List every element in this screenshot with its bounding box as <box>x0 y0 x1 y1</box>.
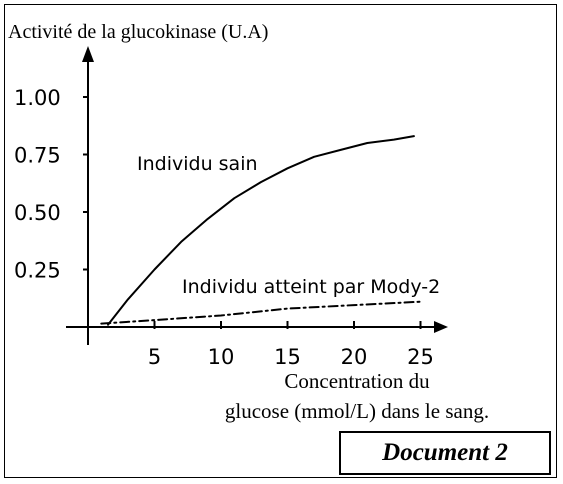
x-tick-label: 5 <box>148 345 161 369</box>
series-line-2 <box>100 300 422 325</box>
series-label-2: Individu atteint par Mody-2 <box>182 276 440 298</box>
series-label-1: Individu sain <box>137 153 258 175</box>
y-tick-label: 0.75 <box>14 144 61 168</box>
x-tick-label: 20 <box>341 345 368 369</box>
x-tick-label: 15 <box>274 345 301 369</box>
x-axis-title-line-2: glucose (mmol/L) dans le sang. <box>225 399 489 423</box>
x-axis-title-line-1: Concentration du <box>284 369 430 393</box>
y-tick-label: 0.50 <box>14 201 61 225</box>
y-tick-label: 1.00 <box>14 86 61 110</box>
y-tick-label: 0.25 <box>14 259 61 283</box>
x-tick-label: 25 <box>407 345 434 369</box>
x-tick-label: 10 <box>208 345 235 369</box>
series-line-1 <box>107 135 415 326</box>
y-axis-arrow <box>82 46 94 62</box>
y-axis-title: Activité de la glucokinase (U.A) <box>8 21 268 43</box>
document-label: Document 2 <box>339 431 551 475</box>
x-axis-arrow <box>434 321 448 333</box>
figure-frame <box>4 4 557 478</box>
